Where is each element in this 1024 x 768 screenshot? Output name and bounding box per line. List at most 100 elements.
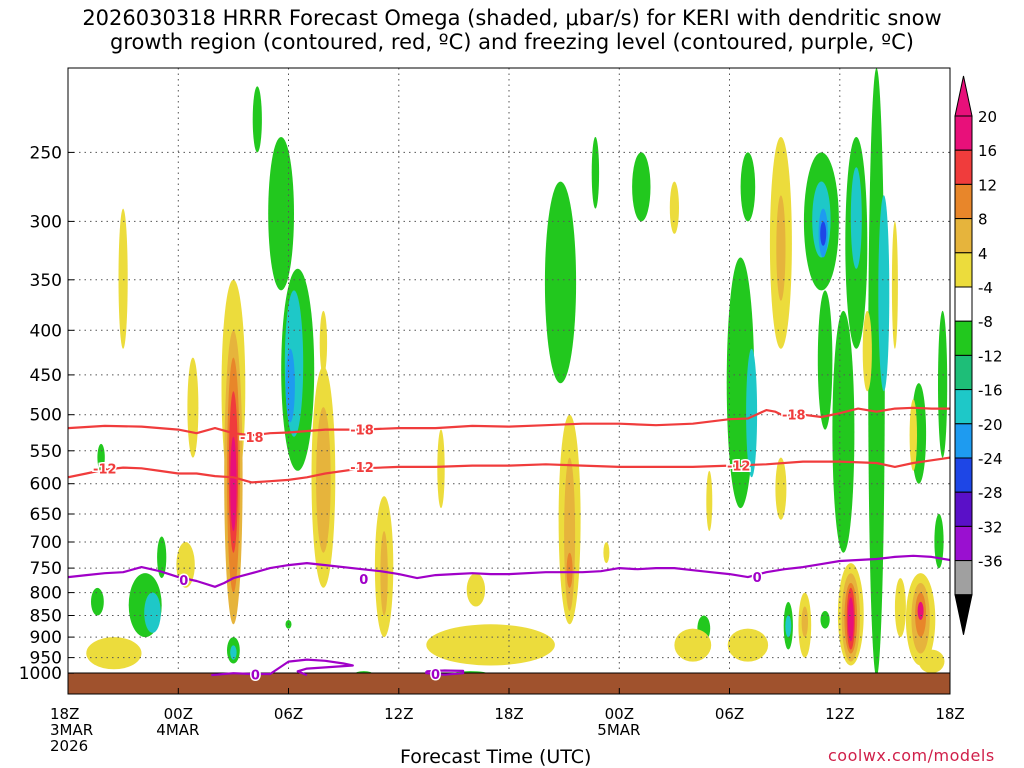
contour-label-0-2: -18 bbox=[782, 409, 806, 424]
omega-cell-27 bbox=[437, 429, 445, 509]
omega-cell-45 bbox=[776, 195, 786, 301]
ytick-label-900: 900 bbox=[30, 628, 62, 648]
omega-cell-35 bbox=[603, 542, 610, 564]
colorbar-segment-6 bbox=[954, 320, 973, 356]
omega-cell-34 bbox=[591, 137, 600, 209]
omega-cell-0 bbox=[118, 208, 128, 349]
colorbar-segment-11 bbox=[954, 491, 973, 527]
colorbar-segment-3 bbox=[954, 218, 973, 254]
ytick-label-1000: 1000 bbox=[19, 664, 62, 684]
omega-cell-47 bbox=[727, 628, 769, 662]
omega-cell-2 bbox=[91, 587, 104, 616]
colorbar-label-12: -32 bbox=[978, 518, 1003, 536]
title-line-2: growth region (contoured, red, ºC) and f… bbox=[110, 30, 914, 54]
omega-cell-33 bbox=[566, 552, 573, 588]
omega-cell-78 bbox=[934, 514, 944, 569]
contour-1 bbox=[68, 456, 950, 484]
omega-cell-20 bbox=[230, 645, 237, 660]
contour-label-3-0: 0 bbox=[251, 668, 260, 683]
ytick-label-650: 650 bbox=[30, 505, 62, 525]
colorbar-label-4: 4 bbox=[978, 245, 988, 263]
omega-cell-55 bbox=[820, 221, 827, 246]
colorbar-label-2: 12 bbox=[978, 176, 997, 194]
contour-label-1-2: -12 bbox=[727, 460, 751, 475]
omega-cell-77 bbox=[938, 310, 948, 458]
ytick-label-700: 700 bbox=[30, 533, 62, 553]
omega-cell-42 bbox=[746, 348, 758, 478]
colorbar-segment-7 bbox=[954, 354, 973, 391]
omega-cell-4 bbox=[144, 592, 161, 633]
xtick-label-0-1: 3MAR bbox=[50, 721, 93, 739]
grid bbox=[68, 68, 950, 694]
credit-link[interactable]: coolwx.com/models bbox=[828, 746, 995, 765]
xtick-label-12-0: 06Z bbox=[274, 705, 303, 723]
ytick-label-450: 450 bbox=[30, 366, 62, 386]
colorbar-segment-10 bbox=[954, 457, 973, 493]
contour-label-2-0: 0 bbox=[179, 574, 188, 589]
xtick-label-42-0: 12Z bbox=[825, 705, 854, 723]
omega-cell-65 bbox=[847, 597, 854, 642]
contour-label-1-1: -12 bbox=[350, 461, 374, 476]
omega-cell-13 bbox=[285, 348, 295, 423]
contour-label-2-2: 0 bbox=[753, 571, 762, 586]
chart-title: 2026030318 HRRR Forecast Omega (shaded, … bbox=[0, 6, 1024, 54]
colorbar-label-1: 16 bbox=[978, 142, 997, 160]
ytick-label-300: 300 bbox=[30, 212, 62, 232]
colorbar-segment-0 bbox=[954, 115, 973, 151]
colorbar-label-3: 8 bbox=[978, 211, 988, 229]
x-axis-title: Forecast Time (UTC) bbox=[400, 746, 592, 768]
omega-cell-26 bbox=[380, 531, 388, 616]
colorbar-label-9: -20 bbox=[978, 416, 1003, 434]
omega-cell-56 bbox=[817, 290, 833, 430]
ytick-label-750: 750 bbox=[30, 559, 62, 579]
ytick-label-400: 400 bbox=[30, 321, 62, 341]
omega-cell-46 bbox=[775, 457, 787, 520]
contour-4 bbox=[425, 669, 465, 676]
colorbar-label-7: -12 bbox=[978, 347, 1003, 365]
contour-label-4-0: 0 bbox=[431, 668, 440, 683]
ytick-label-250: 250 bbox=[30, 143, 62, 163]
ytick-label-950: 950 bbox=[30, 649, 62, 669]
plot-background bbox=[68, 68, 950, 694]
omega-cell-1 bbox=[97, 443, 105, 471]
xtick-label-0-0: 18Z bbox=[50, 705, 79, 723]
xtick-label-18-0: 12Z bbox=[384, 705, 413, 723]
colorbar-segment-13 bbox=[954, 560, 973, 596]
colorbar-bottom-arrow bbox=[954, 594, 973, 635]
omega-cell-76 bbox=[917, 601, 924, 620]
xtick-label-30-1: 5MAR bbox=[597, 721, 640, 739]
omega-cell-5 bbox=[157, 536, 167, 579]
omega-cell-28 bbox=[426, 624, 555, 666]
colorbar-label-0: 20 bbox=[978, 108, 997, 126]
xtick-label-36-0: 06Z bbox=[715, 705, 744, 723]
ytick-label-600: 600 bbox=[30, 475, 62, 495]
contour-label-0-1: -18 bbox=[350, 424, 374, 439]
omega-cell-24 bbox=[316, 407, 331, 553]
colorbar-label-6: -8 bbox=[978, 313, 993, 331]
contour-0 bbox=[68, 406, 950, 437]
omega-cell-37 bbox=[669, 181, 680, 234]
colorbar-segment-12 bbox=[954, 525, 973, 562]
colorbar-segment-1 bbox=[954, 149, 973, 185]
xtick-label-48-0: 18Z bbox=[935, 705, 964, 723]
xtick-label-6-1: 4MAR bbox=[156, 721, 199, 739]
colorbar-segment-5 bbox=[954, 286, 973, 322]
colorbar-label-13: -36 bbox=[978, 553, 1003, 571]
xtick-label-0-2: 2026 bbox=[50, 737, 88, 755]
ytick-label-500: 500 bbox=[30, 406, 62, 426]
omega-cell-60 bbox=[832, 310, 855, 553]
omega-cell-32 bbox=[564, 457, 576, 611]
omega-cell-30 bbox=[544, 181, 577, 384]
colorbar-segment-2 bbox=[954, 183, 973, 220]
omega-cell-70 bbox=[894, 578, 906, 638]
omega-cell-29 bbox=[466, 573, 486, 607]
omega-cell-40 bbox=[674, 628, 712, 662]
colorbar-label-10: -24 bbox=[978, 450, 1003, 468]
omega-cell-69 bbox=[891, 221, 898, 349]
omega-cell-6 bbox=[86, 637, 142, 670]
colorbar-top-arrow bbox=[954, 75, 973, 117]
xtick-label-6-0: 00Z bbox=[164, 705, 193, 723]
omega-cell-9 bbox=[252, 86, 262, 153]
